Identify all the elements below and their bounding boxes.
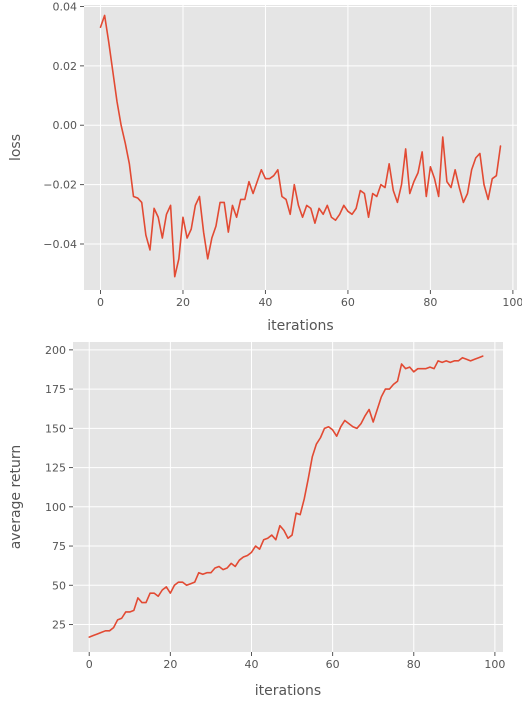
- y-axis-label: average return: [8, 445, 24, 550]
- y-tick-label: 0.02: [53, 60, 78, 73]
- y-tick-label: 175: [45, 383, 66, 396]
- x-tick-label: 40: [244, 658, 258, 671]
- x-tick-label: 100: [484, 658, 505, 671]
- x-tick-label: 60: [326, 658, 340, 671]
- y-axis-label: loss: [8, 134, 24, 161]
- y-tick-label: 100: [45, 501, 66, 514]
- y-tick-label: 0.04: [53, 0, 78, 13]
- y-tick-label: −0.02: [43, 179, 77, 192]
- x-tick-label: 80: [423, 296, 437, 309]
- gridlines: [73, 342, 503, 652]
- x-axis-label: iterations: [255, 683, 321, 699]
- x-tick-label: 60: [341, 296, 355, 309]
- x-tick-label: 80: [407, 658, 421, 671]
- y-tick-label: 75: [52, 540, 66, 553]
- y-tick-label: 0.00: [53, 119, 78, 132]
- y-tick-label: 150: [45, 422, 66, 435]
- y-tick-label: −0.04: [43, 238, 77, 251]
- y-tick-label: 200: [45, 344, 66, 357]
- series-line-return: [88, 355, 484, 638]
- chart-loss: 0 20 40 60 80 100 −0.04 −0.02 0.00 0.02 0.04 iterat…: [8, 0, 522, 334]
- x-tick-label: 0: [86, 658, 93, 671]
- y-tick-label: 125: [45, 462, 66, 475]
- x-tick-label: 20: [163, 658, 177, 671]
- x-tick-label: 40: [258, 296, 272, 309]
- series-line-loss: [99, 14, 502, 278]
- y-tick-label: 50: [52, 579, 66, 592]
- plot-area: [84, 5, 517, 290]
- chart-return: 0 20 40 60 80 100 25 50 75 100 125 150 175 200 iterati…: [8, 342, 505, 699]
- plot-area: [73, 342, 503, 652]
- x-tick-label: 0: [97, 296, 104, 309]
- x-tick-label: 100: [502, 296, 522, 309]
- x-axis-label: iterations: [267, 318, 333, 334]
- x-tick-label: 20: [176, 296, 190, 309]
- gridlines: [84, 5, 517, 290]
- y-tick-label: 25: [52, 619, 66, 632]
